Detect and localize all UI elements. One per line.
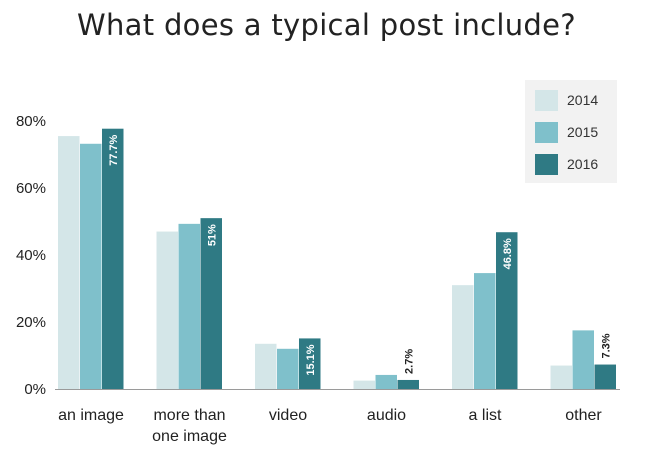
bar-2016-3	[397, 379, 419, 389]
x-tick-label: an image	[58, 407, 124, 424]
data-label: 77.7%	[108, 134, 120, 165]
bar-2015-1	[178, 223, 200, 389]
legend: 2014 2015 2016	[525, 80, 617, 183]
bar-2015-5	[572, 330, 594, 389]
bar-2016-5	[594, 364, 616, 389]
y-tick-label: 0%	[24, 381, 46, 398]
bar-2014-1	[156, 231, 178, 389]
legend-swatch-2014	[535, 90, 558, 111]
data-label: 2.7%	[403, 349, 415, 374]
x-tick-label: video	[269, 407, 307, 424]
x-axis-ticks: an image more than one image video audio a li…	[58, 407, 602, 445]
bar-2016-0	[102, 128, 124, 389]
y-tick-label: 40%	[16, 247, 46, 264]
x-tick-label: audio	[367, 407, 406, 424]
legend-label: 2016	[567, 156, 598, 172]
bar-2015-0	[80, 143, 102, 389]
bar-2015-4	[474, 273, 496, 389]
bar-2016-4	[496, 232, 518, 389]
legend-swatch-2015	[535, 122, 558, 143]
legend-swatch-2016	[535, 154, 558, 175]
x-tick-label: more than	[153, 407, 225, 424]
y-tick-label: 80%	[16, 113, 46, 130]
chart-title: What does a typical post include?	[77, 8, 576, 42]
legend-label: 2015	[567, 124, 598, 140]
bars	[58, 128, 616, 389]
legend-label: 2014	[567, 92, 598, 108]
y-tick-label: 20%	[16, 314, 46, 331]
bar-2014-0	[58, 136, 80, 389]
bar-2016-2	[299, 338, 321, 389]
bar-2014-2	[255, 343, 277, 389]
data-label: 51%	[206, 224, 218, 246]
y-tick-label: 60%	[16, 180, 46, 197]
x-tick-label: other	[565, 407, 602, 424]
y-axis-ticks: 0% 20% 40% 60% 80%	[16, 113, 46, 398]
x-tick-label: one image	[152, 428, 227, 445]
bar-2015-2	[277, 348, 299, 389]
bar-2014-4	[452, 285, 474, 389]
bar-2016-1	[200, 218, 222, 389]
data-labels: 77.7% 51% 15.1% 2.7% 46.8% 7.3%	[108, 134, 613, 375]
data-label: 15.1%	[305, 344, 317, 375]
bar-2014-5	[550, 365, 572, 389]
data-label: 7.3%	[600, 333, 612, 358]
bar-2014-3	[353, 380, 375, 389]
data-label: 46.8%	[502, 238, 514, 269]
x-tick-label: a list	[469, 407, 502, 424]
bar-2015-3	[375, 374, 397, 389]
